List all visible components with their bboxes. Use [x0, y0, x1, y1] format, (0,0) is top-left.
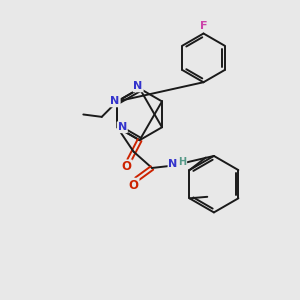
Text: O: O [129, 179, 139, 192]
Text: O: O [122, 160, 132, 173]
Text: N: N [134, 81, 143, 92]
Text: F: F [200, 21, 207, 31]
Text: N: N [118, 122, 127, 132]
Text: N: N [169, 159, 178, 169]
Text: H: H [178, 157, 186, 167]
Text: N: N [110, 96, 120, 106]
